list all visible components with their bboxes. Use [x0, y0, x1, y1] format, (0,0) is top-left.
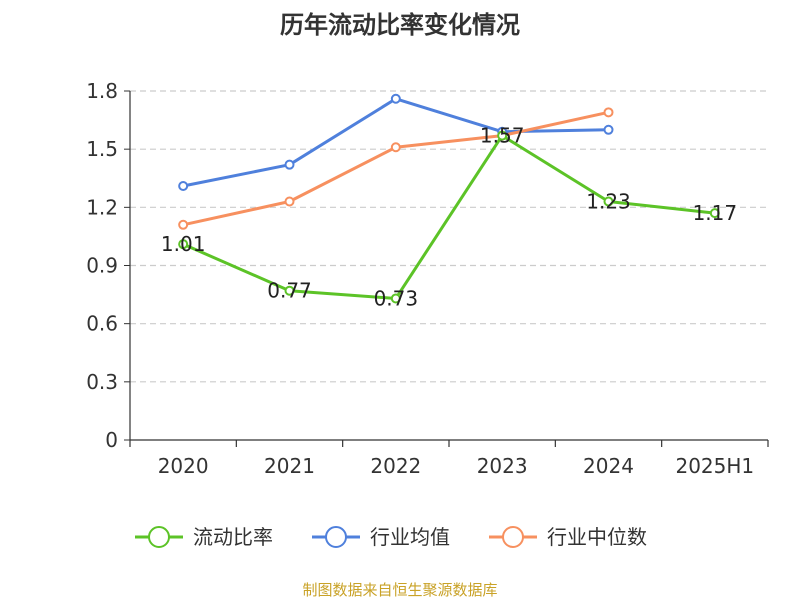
- y-tick-label: 0.3: [86, 370, 118, 394]
- legend-marker: [148, 526, 170, 548]
- data-point: [284, 285, 295, 296]
- data-point: [178, 181, 189, 192]
- x-tick-label: 2023: [477, 454, 528, 478]
- data-point: [178, 219, 189, 230]
- y-tick-label: 0.9: [86, 254, 118, 278]
- legend-label: 行业中位数: [547, 525, 647, 549]
- data-label: 0.77: [267, 279, 312, 303]
- data-labels: 1.01 0.77 0.73 1.57 1.23 1.17: [161, 124, 737, 311]
- data-label: 1.23: [586, 190, 631, 214]
- data-point: [709, 208, 720, 219]
- x-tick-label: 2021: [264, 454, 315, 478]
- legend-marker: [502, 526, 524, 548]
- x-tick-label: 2020: [158, 454, 209, 478]
- legend: 流动比率 行业均值 行业中位数: [135, 525, 647, 549]
- data-point: [390, 142, 401, 153]
- data-label: 1.57: [480, 124, 525, 148]
- y-tick-label: 1.2: [86, 195, 118, 219]
- grid: [130, 90, 768, 383]
- data-point: [603, 124, 614, 135]
- legend-item-2[interactable]: 行业中位数: [489, 525, 647, 549]
- legend-label: 流动比率: [193, 525, 273, 549]
- axes: 0 0.3 0.6 0.9 1.2 1.5 1.8 2020 2021 2022 2023 2024 2…: [86, 79, 769, 478]
- data-label: 1.17: [693, 201, 738, 225]
- data-point: [497, 130, 508, 141]
- x-tick-label: 2025H1: [675, 454, 754, 478]
- data-point: [603, 196, 614, 207]
- y-tick-label: 0: [105, 428, 118, 452]
- y-tick-label: 1.5: [86, 137, 118, 161]
- data-point: [390, 293, 401, 304]
- y-tick-label: 0.6: [86, 312, 118, 336]
- data-label: 0.73: [374, 286, 419, 310]
- legend-item-1[interactable]: 行业均值: [312, 525, 450, 549]
- data-label: 1.01: [161, 232, 206, 256]
- legend-item-0[interactable]: 流动比率: [135, 525, 273, 549]
- series-line-0: [182, 134, 715, 300]
- series-lines: [178, 93, 720, 304]
- data-point: [178, 239, 189, 250]
- legend-marker: [325, 526, 347, 548]
- data-point: [390, 93, 401, 104]
- data-point: [284, 159, 295, 170]
- chart-title: 历年流动比率变化情况: [280, 11, 520, 39]
- data-point: [284, 196, 295, 207]
- legend-label: 行业均值: [370, 525, 450, 549]
- data-point: [603, 107, 614, 118]
- x-tick-label: 2022: [370, 454, 421, 478]
- x-tick-label: 2024: [583, 454, 634, 478]
- y-tick-label: 1.8: [86, 79, 118, 103]
- source-note: 制图数据来自恒生聚源数据库: [302, 581, 497, 599]
